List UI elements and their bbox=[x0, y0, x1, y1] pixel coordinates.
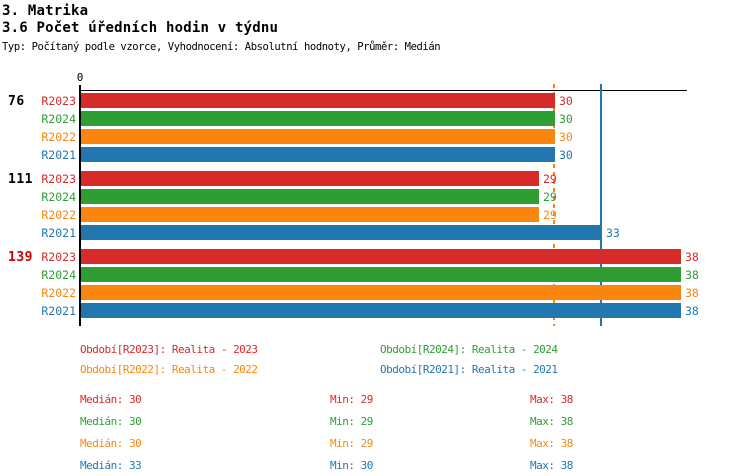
series-label-R2021: R2021 bbox=[41, 148, 76, 162]
stat-min: Min: 30 bbox=[330, 459, 373, 472]
bar-value-label: 30 bbox=[559, 94, 573, 108]
series-label-R2024: R2024 bbox=[41, 190, 76, 204]
stat-min: Min: 29 bbox=[330, 393, 373, 406]
stat-median: Medián: 30 bbox=[80, 437, 142, 450]
bar-R2021 bbox=[81, 147, 555, 162]
stat-min: Min: 29 bbox=[330, 415, 373, 428]
series-label-R2021: R2021 bbox=[41, 226, 76, 240]
legend-item-green: Období[R2024]: Realita - 2024 bbox=[380, 343, 558, 356]
bar-R2021 bbox=[81, 225, 602, 240]
chart-meta-line: Typ: Počítaný podle vzorce, Vyhodnocení:… bbox=[2, 41, 441, 53]
bar-R2023 bbox=[81, 249, 681, 264]
group-label: 76 bbox=[8, 94, 25, 109]
bar-R2023 bbox=[81, 171, 539, 186]
bar-value-label: 30 bbox=[559, 112, 573, 126]
group-label: 111 bbox=[8, 172, 33, 187]
stat-median: Medián: 33 bbox=[80, 459, 142, 472]
legend-item-orange: Období[R2022]: Realita - 2022 bbox=[80, 363, 258, 376]
bar-value-label: 38 bbox=[685, 286, 699, 300]
stat-median: Medián: 30 bbox=[80, 393, 142, 406]
series-label-R2022: R2022 bbox=[41, 286, 76, 300]
chart-title: 3.6 Počet úředních hodin v týdnu bbox=[2, 20, 279, 36]
legend-item-blue: Období[R2021]: Realita - 2021 bbox=[380, 363, 558, 376]
series-label-R2023: R2023 bbox=[41, 250, 76, 264]
series-label-R2024: R2024 bbox=[41, 112, 76, 126]
series-label-R2023: R2023 bbox=[41, 172, 76, 186]
stat-min: Min: 29 bbox=[330, 437, 373, 450]
bar-value-label: 29 bbox=[543, 208, 557, 222]
bar-R2021 bbox=[81, 303, 681, 318]
legend-item-red: Období[R2023]: Realita - 2023 bbox=[80, 343, 258, 356]
x-axis-zero-tick-label: 0 bbox=[76, 71, 84, 84]
bar-R2024 bbox=[81, 189, 539, 204]
bar-R2023 bbox=[81, 93, 555, 108]
bar-value-label: 38 bbox=[685, 250, 699, 264]
bar-value-label: 30 bbox=[559, 148, 573, 162]
stat-max: Max: 38 bbox=[530, 459, 573, 472]
stat-max: Max: 38 bbox=[530, 415, 573, 428]
stat-max: Max: 38 bbox=[530, 437, 573, 450]
bar-value-label: 29 bbox=[543, 172, 557, 186]
bar-value-label: 38 bbox=[685, 268, 699, 282]
bar-value-label: 29 bbox=[543, 190, 557, 204]
y-axis-line bbox=[79, 85, 81, 326]
bar-R2022 bbox=[81, 285, 681, 300]
series-label-R2024: R2024 bbox=[41, 268, 76, 282]
series-label-R2021: R2021 bbox=[41, 304, 76, 318]
bar-value-label: 30 bbox=[559, 130, 573, 144]
bar-R2024 bbox=[81, 111, 555, 126]
bar-R2024 bbox=[81, 267, 681, 282]
stat-max: Max: 38 bbox=[530, 393, 573, 406]
bar-value-label: 38 bbox=[685, 304, 699, 318]
series-label-R2022: R2022 bbox=[41, 130, 76, 144]
x-axis-line bbox=[80, 90, 687, 91]
median-line-orange bbox=[553, 84, 555, 326]
median-line-blue bbox=[600, 84, 602, 326]
bar-R2022 bbox=[81, 207, 539, 222]
stat-median: Medián: 30 bbox=[80, 415, 142, 428]
bar-R2022 bbox=[81, 129, 555, 144]
series-label-R2023: R2023 bbox=[41, 94, 76, 108]
report-section-title: 3. Matrika bbox=[2, 3, 89, 19]
series-label-R2022: R2022 bbox=[41, 208, 76, 222]
bar-value-label: 33 bbox=[606, 226, 620, 240]
group-label: 139 bbox=[8, 250, 33, 265]
